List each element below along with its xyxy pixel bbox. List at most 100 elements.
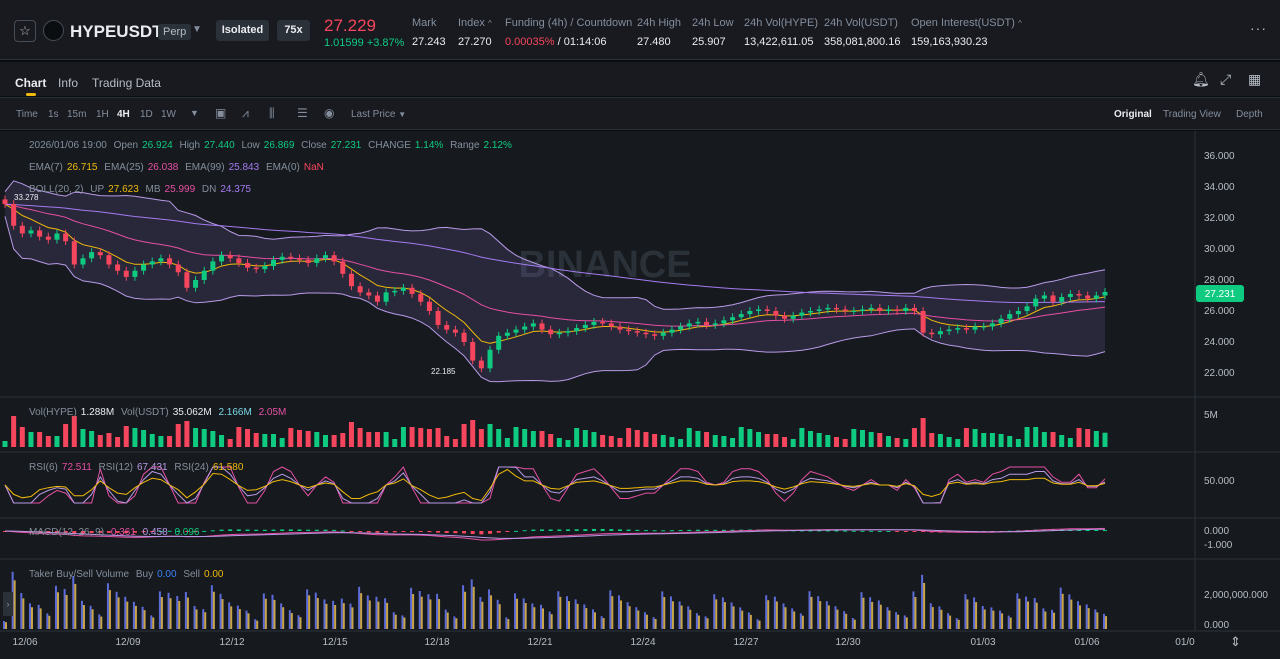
layout-grid-icon[interactable]: ▦ — [1248, 71, 1262, 87]
more-options-icon[interactable]: ··· — [1250, 20, 1267, 36]
taker-buy-bar — [756, 619, 759, 629]
x-tick-label: 12/12 — [219, 637, 244, 648]
stat-24h-vol-usdt-label: 24h Vol(USDT) — [824, 17, 898, 29]
candle-body — [963, 328, 969, 330]
interval-15m[interactable]: 15m — [67, 109, 87, 120]
settings-sliders-icon[interactable]: ☰ — [297, 106, 308, 120]
taker-sell-bar — [871, 601, 874, 629]
candle-body — [859, 309, 865, 311]
taker-volume-bars — [3, 571, 1107, 629]
volume-bar — [704, 432, 710, 447]
view-depth[interactable]: Depth — [1236, 109, 1263, 120]
rsi-lines — [4, 466, 1106, 504]
macd-histogram-bar — [617, 529, 622, 531]
indicator-icon[interactable]: ⩘ — [242, 106, 249, 120]
volume-bar — [97, 435, 103, 447]
candlestick-chart-svg[interactable]: BINANCE 36.000 34.000 32.000 30.000 28.000 26… — [0, 131, 1280, 659]
taker-buy-bar — [453, 616, 456, 629]
taker-sell-bar — [550, 614, 553, 629]
interval-dropdown-icon[interactable]: ▼ — [190, 108, 199, 118]
collapse-panel-handle[interactable]: › — [3, 592, 13, 616]
chart-area[interactable]: BINANCE 36.000 34.000 32.000 30.000 28.000 26… — [0, 131, 1280, 659]
macd-histogram-bar — [306, 529, 311, 531]
taker-buy-bar — [89, 605, 92, 629]
volume-bar — [80, 429, 86, 447]
macd-histogram-bar — [643, 530, 648, 532]
candle-body — [842, 309, 848, 311]
margin-mode-button[interactable]: Isolated — [216, 20, 269, 41]
macd-histogram-bar — [886, 530, 891, 532]
candle-body — [219, 255, 225, 262]
volume-bar — [669, 437, 675, 447]
taker-buy-bar — [132, 601, 135, 629]
leverage-button[interactable]: 75x — [277, 20, 310, 41]
taker-sell-bar — [671, 601, 674, 629]
drawing-tool-icon[interactable]: ◉ — [324, 106, 335, 120]
fullscreen-icon[interactable]: ⤢ — [1220, 71, 1232, 87]
volume-bar — [556, 438, 562, 447]
tab-info[interactable]: Info — [58, 76, 79, 90]
volume-bar — [920, 418, 926, 447]
taker-sell-bar — [1096, 612, 1099, 629]
calendar-icon[interactable]: ▣ — [215, 106, 227, 120]
volume-bar — [504, 438, 510, 447]
view-original[interactable]: Original — [1114, 109, 1152, 120]
macd-histogram-bar — [106, 531, 111, 533]
volume-bar — [2, 441, 8, 447]
volume-bar — [37, 432, 43, 447]
candle-body — [452, 329, 458, 333]
interval-1d[interactable]: 1D — [140, 109, 153, 120]
stat-index-label[interactable]: Index ^ — [458, 17, 492, 29]
candle-body — [296, 258, 302, 260]
taker-sell-bar — [784, 607, 787, 629]
interval-1w[interactable]: 1W — [161, 109, 176, 120]
taker-buy-bar — [1016, 593, 1019, 629]
taker-sell-bar — [749, 614, 752, 629]
taker-sell-bar — [542, 608, 545, 629]
taker-sell-bar — [143, 610, 146, 629]
taker-sell-bar — [394, 614, 397, 629]
alert-bell-icon[interactable]: 🔔︎ — [1192, 71, 1210, 87]
interval-1h[interactable]: 1H — [96, 109, 109, 120]
taker-buy-bar — [176, 596, 179, 629]
stat-mark-label: Mark — [412, 17, 437, 29]
favorite-star-icon[interactable]: ☆ — [14, 20, 36, 42]
price-type-select[interactable]: Last Price ▼ — [351, 109, 407, 120]
candle-style-icon[interactable]: ⫼ — [269, 106, 275, 120]
candle-body — [426, 301, 432, 311]
taker-buy-bar — [1068, 594, 1071, 629]
volume-bar — [634, 430, 640, 447]
view-trading-view[interactable]: Trading View — [1163, 109, 1221, 120]
candle-body — [115, 264, 121, 271]
candle-body — [530, 323, 536, 327]
volume-bar — [721, 436, 727, 447]
stat-open-interest-label[interactable]: Open Interest(USDT) ^ — [911, 17, 1022, 29]
tab-chart[interactable]: Chart — [15, 76, 47, 90]
taker-sell-bar — [91, 609, 94, 629]
indicator-axis-label: 50.000 — [1204, 476, 1235, 487]
symbol-name[interactable]: HYPEUSDT — [70, 22, 163, 41]
interval-1s[interactable]: 1s — [48, 109, 59, 120]
taker-buy-bar — [1103, 613, 1105, 629]
candle-body — [461, 332, 467, 342]
volume-bar — [513, 427, 519, 447]
taker-sell-bar — [48, 615, 51, 629]
taker-sell-bar — [602, 618, 605, 629]
taker-sell-bar — [1027, 601, 1030, 629]
candle-body — [565, 331, 571, 333]
volume-bar — [383, 432, 389, 447]
taker-buy-bar — [1077, 601, 1080, 629]
taker-buy-bar — [462, 585, 465, 629]
candle-body — [782, 315, 788, 319]
interval-4h[interactable]: 4H — [117, 109, 130, 120]
taker-sell-bar — [446, 612, 449, 629]
taker-buy-bar — [72, 576, 75, 629]
volume-bar — [1024, 427, 1030, 447]
volume-bar — [193, 428, 199, 447]
symbol-chevron-down-icon[interactable]: ▼ — [192, 24, 202, 35]
macd-histogram-bar — [366, 531, 371, 533]
reset-zoom-icon[interactable]: ⇕ — [1230, 634, 1241, 649]
tab-trading-data[interactable]: Trading Data — [92, 76, 161, 90]
volume-bar — [548, 434, 554, 447]
macd-histogram-bar — [392, 531, 397, 533]
